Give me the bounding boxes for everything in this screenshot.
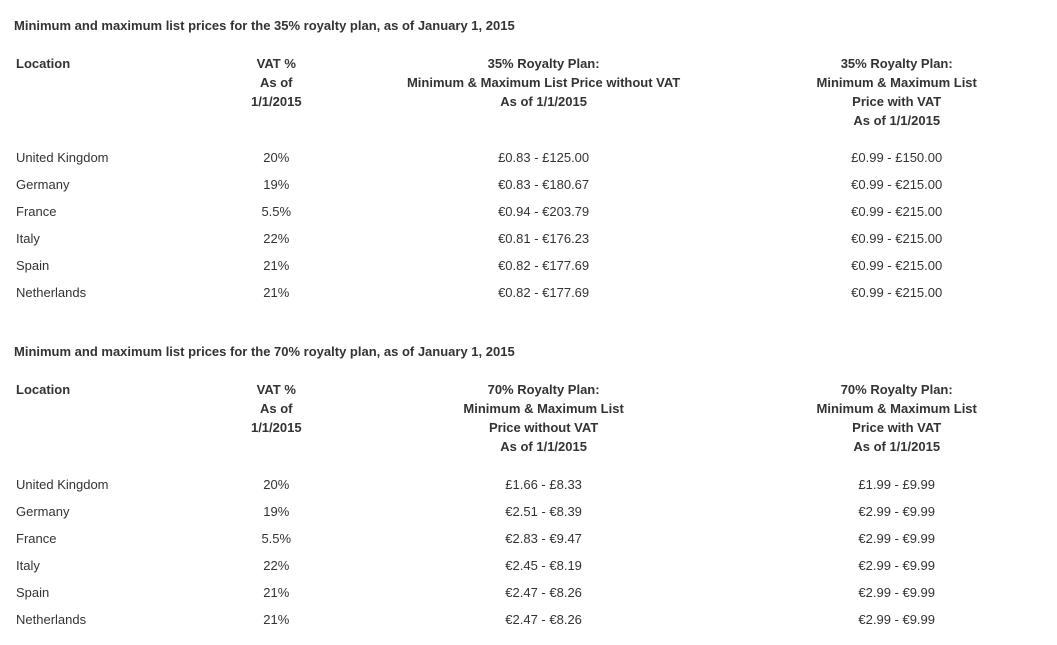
cell-without-vat: €0.82 - €177.69 [337, 252, 751, 279]
col-location: Location [14, 377, 216, 470]
cell-without-vat: €2.47 - €8.26 [337, 579, 751, 606]
table-row: Germany19%€2.51 - €8.39€2.99 - €9.99 [14, 498, 1043, 525]
cell-without-vat: €0.94 - €203.79 [337, 198, 751, 225]
cell-with-vat: €2.99 - €9.99 [750, 579, 1043, 606]
col-without-vat: 35% Royalty Plan:Minimum & Maximum List … [337, 51, 751, 144]
cell-without-vat: €2.45 - €8.19 [337, 552, 751, 579]
table-70: Location VAT %As of1/1/2015 70% Royalty … [14, 377, 1043, 632]
cell-vat: 19% [216, 498, 337, 525]
cell-vat: 22% [216, 552, 337, 579]
table-row: France5.5%€0.94 - €203.79€0.99 - €215.00 [14, 198, 1043, 225]
cell-with-vat: £1.99 - £9.99 [750, 471, 1043, 498]
cell-location: Germany [14, 171, 216, 198]
col-with-vat: 70% Royalty Plan:Minimum & Maximum ListP… [750, 377, 1043, 470]
cell-with-vat: €0.99 - €215.00 [750, 198, 1043, 225]
table-row: Italy22%€0.81 - €176.23€0.99 - €215.00 [14, 225, 1043, 252]
section-70-title: Minimum and maximum list prices for the … [14, 344, 1043, 359]
cell-vat: 22% [216, 225, 337, 252]
table-35-body: United Kingdom20%£0.83 - £125.00£0.99 - … [14, 144, 1043, 306]
cell-location: France [14, 198, 216, 225]
cell-location: Italy [14, 552, 216, 579]
cell-vat: 5.5% [216, 525, 337, 552]
cell-with-vat: €0.99 - €215.00 [750, 171, 1043, 198]
cell-without-vat: £0.83 - £125.00 [337, 144, 751, 171]
table-row: Germany19%€0.83 - €180.67€0.99 - €215.00 [14, 171, 1043, 198]
cell-vat: 21% [216, 252, 337, 279]
table-row: France5.5%€2.83 - €9.47€2.99 - €9.99 [14, 525, 1043, 552]
table-row: United Kingdom20%£0.83 - £125.00£0.99 - … [14, 144, 1043, 171]
table-row: Spain21%€0.82 - €177.69€0.99 - €215.00 [14, 252, 1043, 279]
table-row: Netherlands21%€2.47 - €8.26€2.99 - €9.99 [14, 606, 1043, 633]
table-70-body: United Kingdom20%£1.66 - £8.33£1.99 - £9… [14, 471, 1043, 633]
section-35-title: Minimum and maximum list prices for the … [14, 18, 1043, 33]
cell-vat: 21% [216, 279, 337, 306]
cell-vat: 21% [216, 606, 337, 633]
cell-location: United Kingdom [14, 471, 216, 498]
col-vat: VAT %As of1/1/2015 [216, 377, 337, 470]
cell-location: United Kingdom [14, 144, 216, 171]
cell-with-vat: €0.99 - €215.00 [750, 279, 1043, 306]
cell-with-vat: £0.99 - £150.00 [750, 144, 1043, 171]
col-with-vat: 35% Royalty Plan:Minimum & Maximum ListP… [750, 51, 1043, 144]
cell-vat: 20% [216, 144, 337, 171]
cell-without-vat: €2.47 - €8.26 [337, 606, 751, 633]
cell-location: Germany [14, 498, 216, 525]
col-location: Location [14, 51, 216, 144]
cell-with-vat: €0.99 - €215.00 [750, 252, 1043, 279]
cell-vat: 21% [216, 579, 337, 606]
col-vat: VAT %As of1/1/2015 [216, 51, 337, 144]
table-row: United Kingdom20%£1.66 - £8.33£1.99 - £9… [14, 471, 1043, 498]
cell-with-vat: €2.99 - €9.99 [750, 606, 1043, 633]
cell-without-vat: £1.66 - £8.33 [337, 471, 751, 498]
cell-without-vat: €2.51 - €8.39 [337, 498, 751, 525]
cell-without-vat: €2.83 - €9.47 [337, 525, 751, 552]
cell-with-vat: €0.99 - €215.00 [750, 225, 1043, 252]
cell-location: Netherlands [14, 606, 216, 633]
cell-vat: 5.5% [216, 198, 337, 225]
cell-vat: 19% [216, 171, 337, 198]
cell-with-vat: €2.99 - €9.99 [750, 525, 1043, 552]
table-row: Netherlands21%€0.82 - €177.69€0.99 - €21… [14, 279, 1043, 306]
cell-location: Spain [14, 579, 216, 606]
table-row: Italy22%€2.45 - €8.19€2.99 - €9.99 [14, 552, 1043, 579]
cell-with-vat: €2.99 - €9.99 [750, 552, 1043, 579]
cell-location: France [14, 525, 216, 552]
cell-with-vat: €2.99 - €9.99 [750, 498, 1043, 525]
cell-without-vat: €0.83 - €180.67 [337, 171, 751, 198]
table-header-row: Location VAT %As of1/1/2015 70% Royalty … [14, 377, 1043, 470]
cell-without-vat: €0.81 - €176.23 [337, 225, 751, 252]
col-without-vat: 70% Royalty Plan:Minimum & Maximum ListP… [337, 377, 751, 470]
table-header-row: Location VAT %As of1/1/2015 35% Royalty … [14, 51, 1043, 144]
table-35: Location VAT %As of1/1/2015 35% Royalty … [14, 51, 1043, 306]
cell-location: Netherlands [14, 279, 216, 306]
cell-without-vat: €0.82 - €177.69 [337, 279, 751, 306]
cell-vat: 20% [216, 471, 337, 498]
table-row: Spain21%€2.47 - €8.26€2.99 - €9.99 [14, 579, 1043, 606]
cell-location: Spain [14, 252, 216, 279]
cell-location: Italy [14, 225, 216, 252]
